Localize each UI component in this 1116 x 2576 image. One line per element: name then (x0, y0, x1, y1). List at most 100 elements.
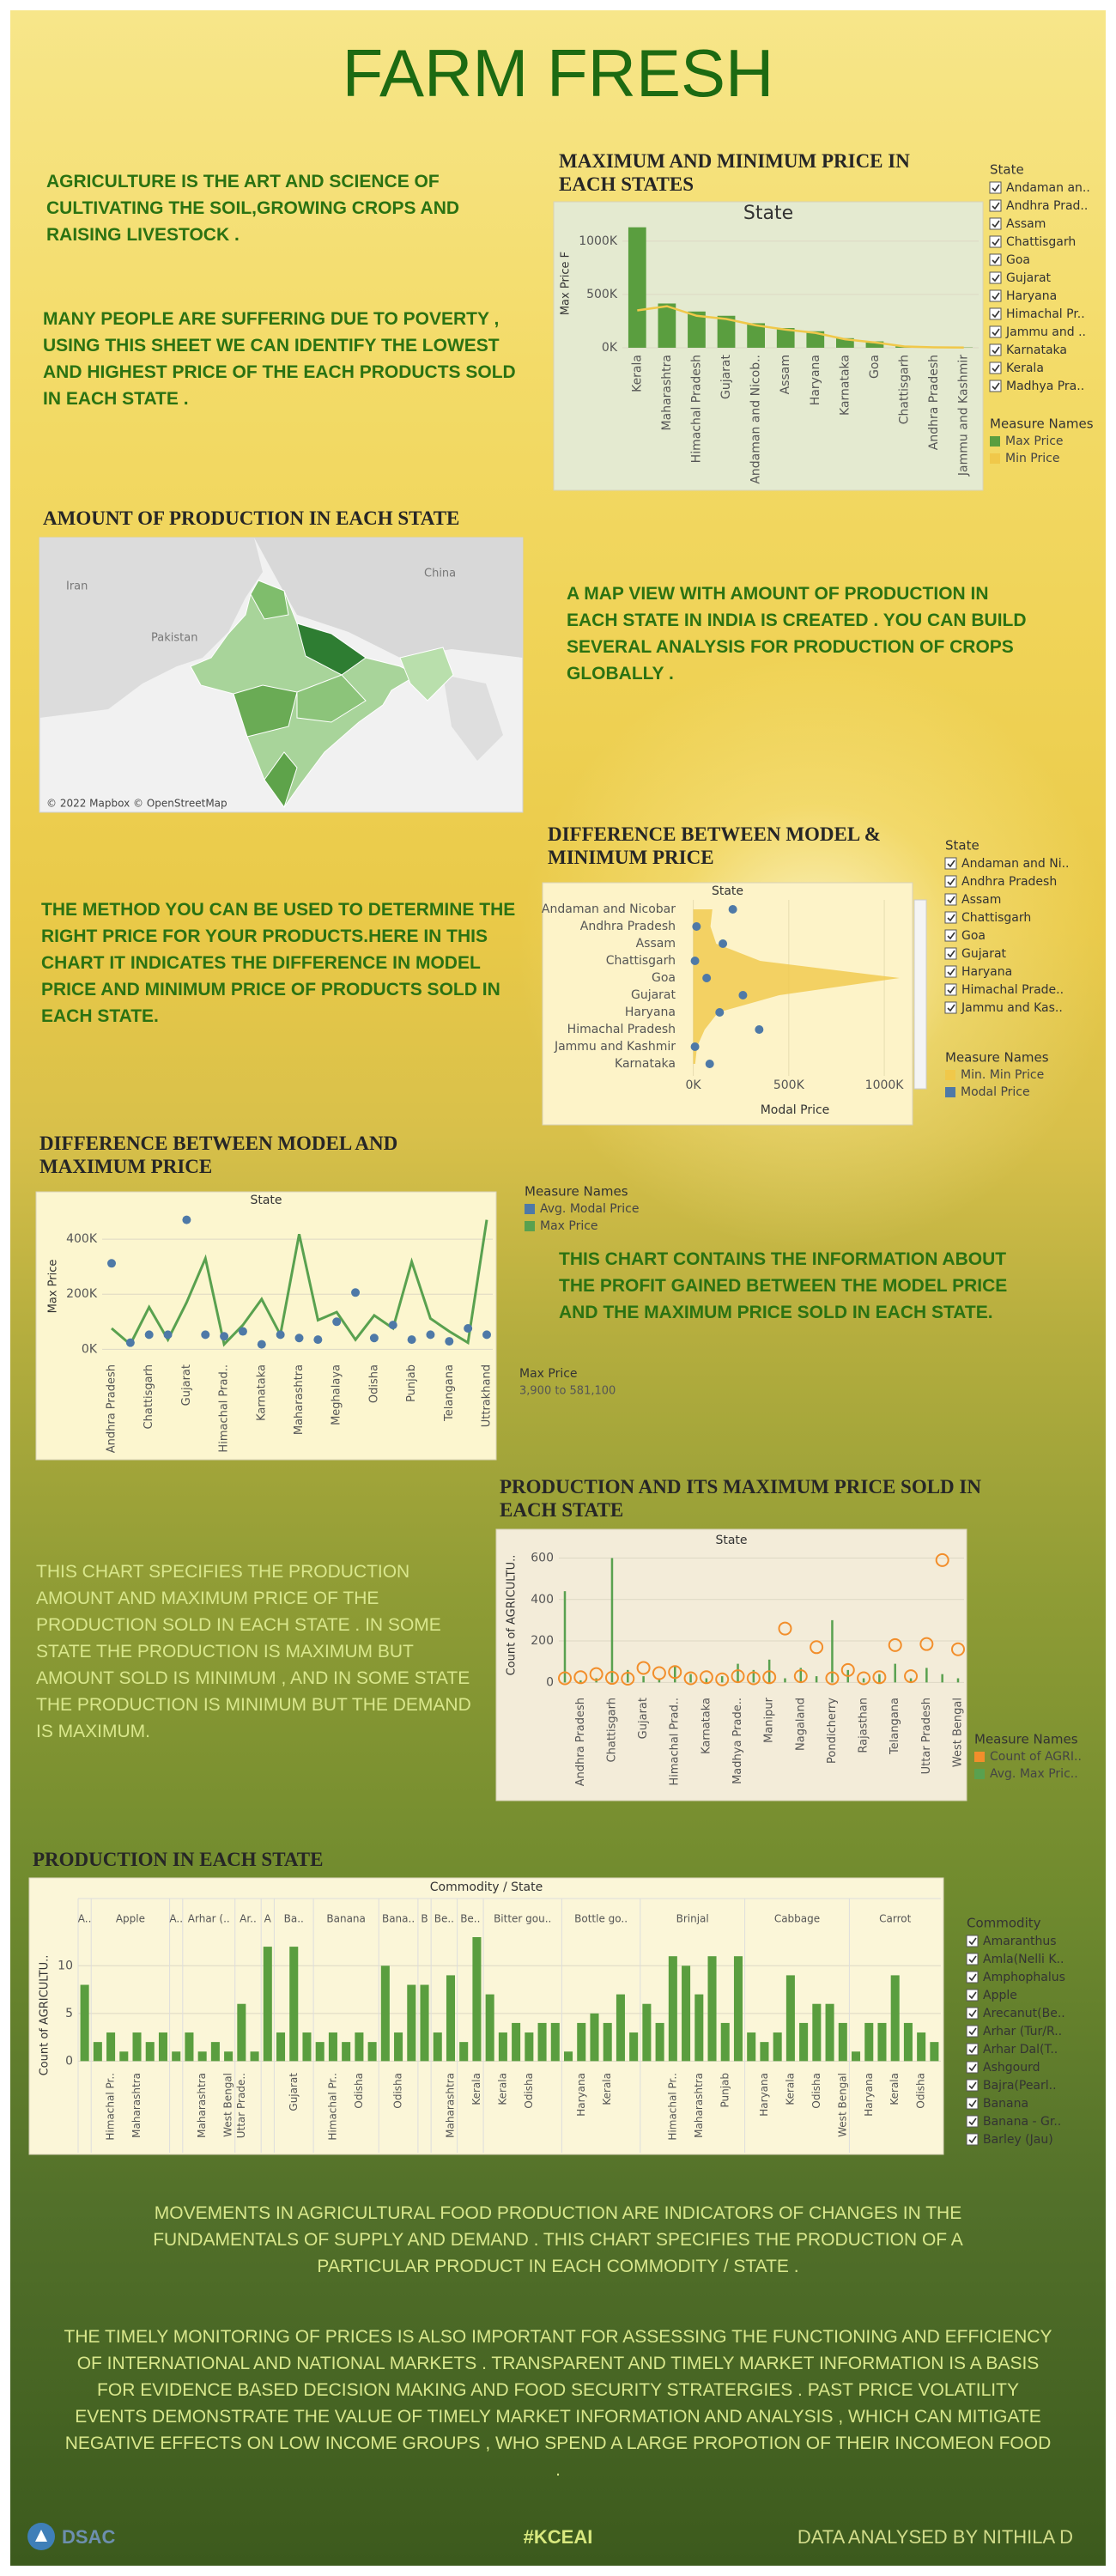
bar (903, 2022, 913, 2062)
filter-item: Arhar (Tur/R.. (983, 2025, 1062, 2038)
filter-checkbox[interactable] (966, 1935, 979, 1947)
x-tick-label: Gujarat (637, 1698, 650, 1739)
x-tick-label: Karnataka (838, 355, 852, 416)
filter-checkbox[interactable] (944, 983, 957, 996)
dot (426, 1330, 435, 1340)
land (254, 538, 523, 658)
bar (315, 2042, 324, 2062)
filter-checkbox[interactable] (944, 893, 957, 906)
filter-checkbox[interactable] (989, 217, 1002, 230)
bar (629, 2032, 639, 2062)
filter-checkbox[interactable] (989, 361, 1002, 374)
filter-checkbox[interactable] (966, 2043, 979, 2056)
filter-checkbox[interactable] (966, 1971, 979, 1984)
filter-checkbox[interactable] (966, 1953, 979, 1965)
main-title: FARM FRESH (342, 35, 774, 111)
filter-checkbox[interactable] (966, 2115, 979, 2128)
filter-item: Banana (983, 2097, 1028, 2111)
y-tick-label: Assam (636, 937, 676, 951)
filter-item: Jammu and Kas.. (961, 1001, 1063, 1015)
filter-item: Arecanut(Be.. (983, 2007, 1065, 2020)
bar (537, 2022, 547, 2062)
y-axis-label: Max Price (47, 1260, 60, 1314)
x-tick-label: Gujarat (719, 354, 733, 399)
x-tick-label: Meghalaya (331, 1364, 343, 1425)
circle-mark (683, 1671, 698, 1686)
x-tick-label: Chattisgarh (898, 355, 912, 424)
x-tick-label: Himachal Pradesh (689, 355, 703, 463)
checkmark (968, 2081, 977, 2090)
filter-checkbox[interactable] (989, 181, 1002, 194)
circle-mark (872, 1670, 887, 1685)
filter-checkbox[interactable] (944, 857, 957, 870)
filter-checkbox[interactable] (944, 875, 957, 888)
circle-mark (731, 1669, 745, 1684)
bar (865, 341, 884, 348)
legend-swatch (525, 1221, 535, 1231)
filter-item: Assam (1006, 217, 1046, 231)
checkmark (947, 914, 955, 922)
y-tick-label: Andaman and Nicobar (542, 902, 676, 916)
filter-checkbox[interactable] (966, 2097, 979, 2110)
bar (158, 2032, 168, 2062)
filter-checkbox[interactable] (944, 947, 957, 960)
filter-checkbox[interactable] (944, 1001, 957, 1014)
chart-region: State Count of AGRICULTU.. 0 200 400 600 Andhr… (495, 1528, 1082, 1801)
bar (145, 2042, 155, 2062)
land (443, 675, 503, 761)
filter-checkbox[interactable] (944, 929, 957, 942)
closing-text: MOVEMENTS IN AGRICULTURAL FOOD PRODUCTIO… (153, 2203, 963, 2276)
filter-checkbox[interactable] (989, 235, 1002, 248)
series-line (637, 305, 964, 349)
filter-checkbox[interactable] (966, 2133, 979, 2146)
panel-bg (35, 1191, 497, 1461)
filter-checkbox[interactable] (989, 380, 1002, 392)
dot (332, 1317, 342, 1327)
y-tick-label: 500K (586, 288, 618, 301)
dot (715, 1008, 725, 1017)
filter-checkbox[interactable] (989, 289, 1002, 302)
circle-mark (825, 1671, 840, 1686)
chart-panel: State Count of AGRICULTU.. 0 200 400 600 Andhr… (495, 1528, 967, 1801)
dot (719, 939, 728, 948)
filter-checkbox[interactable] (944, 911, 957, 924)
chart-region: Commodity / State Count of AGRICULTU.. 0 5 1… (28, 1877, 1065, 2155)
group-label: Ba.. (284, 1913, 304, 1925)
filter-checkbox[interactable] (966, 2061, 979, 2074)
dot (482, 1330, 491, 1340)
x-tick-label: Madhya Prade.. (731, 1698, 744, 1784)
x-tick-label: Kerala (601, 2073, 613, 2105)
filter-checkbox[interactable] (966, 2079, 979, 2092)
filter-checkbox[interactable] (989, 325, 1002, 338)
x-tick-label: Uttrakhand (481, 1364, 494, 1427)
circle-mark (935, 1552, 949, 1567)
checkmark (968, 2063, 977, 2072)
x-tick-label: Manipur (763, 1697, 776, 1743)
filter-checkbox[interactable] (989, 307, 1002, 320)
filter-checkbox[interactable] (989, 343, 1002, 356)
chart-region: State Max Price F 0K 500K 1000K Kerala Maharas… (553, 162, 1094, 491)
filter-checkbox[interactable] (966, 1989, 979, 2002)
circle-mark (857, 1671, 871, 1686)
bar (603, 2022, 612, 2062)
filter-checkbox[interactable] (966, 2025, 979, 2038)
panel-header: Commodity / State (430, 1880, 543, 1894)
circle-mark (793, 1669, 808, 1684)
region-shade (296, 674, 367, 723)
checkmark (992, 256, 1000, 264)
x-tick-label: Himachal Pr.. (105, 2073, 117, 2141)
region-shade (264, 751, 298, 809)
filter-checkbox[interactable] (966, 2007, 979, 2020)
bar (760, 2042, 769, 2062)
y-tick-label: 0K (82, 1342, 98, 1356)
bar (747, 323, 765, 348)
dot (705, 1060, 714, 1068)
y-tick-label: 400 (531, 1593, 554, 1607)
filter-checkbox[interactable] (989, 271, 1002, 284)
panel-header: State (743, 203, 793, 224)
filter-checkbox[interactable] (989, 199, 1002, 212)
dot (107, 1259, 116, 1268)
filter-checkbox[interactable] (944, 965, 957, 978)
filter-checkbox[interactable] (989, 253, 1002, 266)
x-tick-label: Gujarat (180, 1364, 193, 1406)
